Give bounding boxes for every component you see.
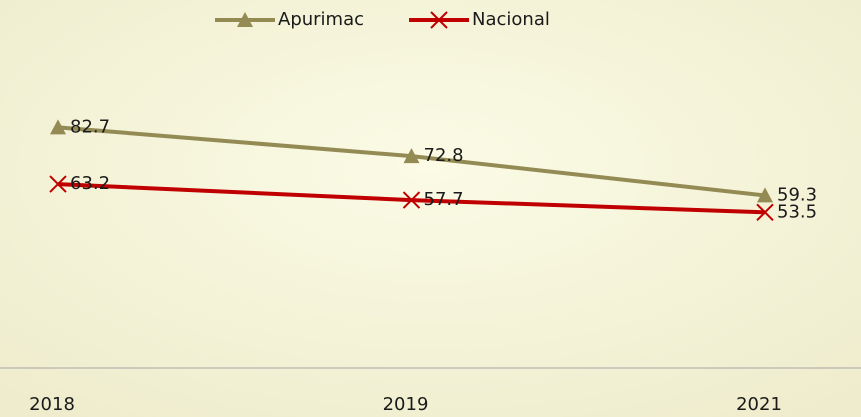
x-tick-label: 2018 — [29, 394, 75, 415]
legend-marker — [430, 11, 448, 29]
legend-label: Apurimac — [278, 9, 364, 30]
data-label: 82.7 — [70, 116, 110, 137]
point-marker — [49, 175, 67, 193]
data-label: 63.2 — [70, 173, 110, 194]
point-marker — [757, 187, 773, 203]
data-label: 59.3 — [777, 184, 817, 205]
point-marker — [756, 203, 774, 222]
point-marker — [402, 191, 421, 209]
legend-label: Nacional — [472, 9, 550, 30]
point-marker — [403, 148, 420, 164]
data-label: 57.7 — [424, 189, 464, 210]
x-tick-label: 2019 — [383, 394, 429, 415]
point-marker — [50, 119, 66, 135]
data-label: 53.5 — [777, 201, 817, 222]
data-label: 72.8 — [424, 145, 464, 166]
legend-marker — [237, 12, 253, 27]
x-tick-label: 2021 — [736, 394, 782, 415]
